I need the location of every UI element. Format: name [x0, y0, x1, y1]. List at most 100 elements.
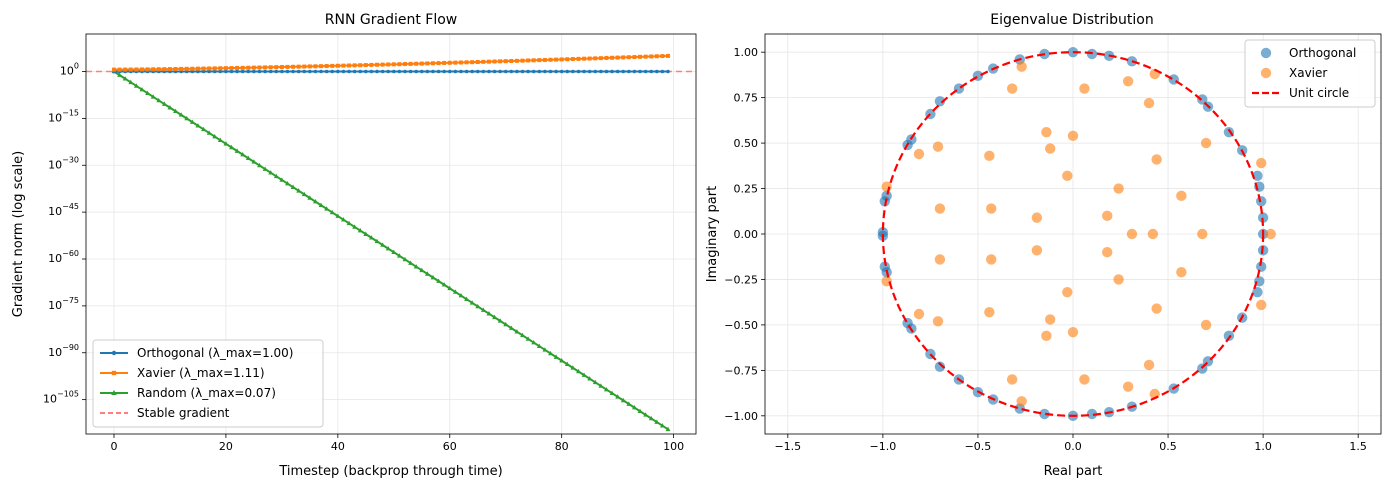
series-point	[402, 62, 407, 67]
series-point	[508, 325, 514, 330]
legend-label: Orthogonal	[1289, 46, 1356, 60]
xavier-point	[1006, 374, 1018, 385]
series-point	[570, 365, 576, 370]
series-point	[548, 57, 553, 62]
series-point	[380, 62, 385, 67]
series-point	[273, 173, 279, 179]
series-point	[357, 227, 363, 233]
series-point	[632, 405, 637, 410]
series-point	[369, 235, 374, 240]
series-point	[336, 69, 340, 74]
series-point	[548, 69, 553, 74]
legend-label: Xavier	[1289, 66, 1327, 80]
series-point	[515, 69, 519, 74]
series-point	[436, 69, 441, 74]
series-point	[486, 311, 492, 316]
series-point	[123, 67, 128, 72]
series-point	[358, 69, 363, 74]
series-point	[604, 386, 609, 392]
series-point	[543, 69, 547, 74]
series-point	[447, 60, 452, 65]
series-point	[301, 191, 307, 197]
xavier-point	[1044, 143, 1056, 154]
series-point	[498, 59, 503, 64]
series-point	[385, 245, 391, 251]
series-point	[245, 155, 251, 161]
series-point	[150, 94, 156, 99]
y-tick-label: 10−45	[48, 202, 79, 219]
series-point	[587, 56, 592, 61]
series-point	[189, 119, 195, 124]
chart-left-legend: Orthogonal (λ_max=1.00) Xavier (λ_max=1.1…	[92, 339, 324, 428]
series-point	[167, 105, 173, 110]
xavier-point	[984, 150, 995, 162]
series-point	[559, 57, 564, 62]
series-point	[431, 69, 435, 74]
xavier-point	[1256, 157, 1267, 169]
xavier-point	[1102, 210, 1113, 222]
xavier-point	[984, 306, 995, 318]
series-point	[246, 69, 251, 74]
xavier-point	[1126, 228, 1138, 240]
series-point	[397, 62, 402, 67]
series-point	[565, 69, 570, 74]
xavier-point	[1143, 97, 1155, 109]
series-point	[167, 67, 172, 72]
series-point	[615, 394, 621, 399]
xavier-point	[1044, 314, 1056, 325]
series-point	[665, 426, 671, 432]
orthogonal-point	[934, 361, 946, 372]
orthogonal-point	[1256, 196, 1267, 207]
xavier-point	[1113, 274, 1124, 285]
series-point	[352, 69, 357, 74]
series-point	[599, 69, 603, 74]
chart-left-x-ticks: 0 20 40 60 80 100	[110, 434, 684, 453]
chart-left-frame	[85, 33, 697, 435]
x-tick-label: 1.5	[1349, 440, 1367, 453]
chart-right-x-ticks: −1.5 −1.0 −0.5 0.0 0.5 1.0 1.5	[774, 434, 1367, 453]
series-point	[397, 69, 402, 74]
series-point	[329, 209, 335, 215]
series-point	[458, 60, 463, 65]
orthogonal-point	[1252, 286, 1263, 298]
xavier-point	[1031, 245, 1043, 256]
xavier-point	[986, 203, 997, 214]
xavier-point	[1006, 83, 1018, 94]
orthogonal-point	[1223, 330, 1235, 342]
series-point	[425, 69, 430, 74]
xavier-point	[1143, 359, 1155, 371]
series-point	[257, 162, 262, 168]
series-point	[470, 69, 474, 74]
series-point	[363, 63, 368, 68]
series-point	[419, 61, 424, 66]
series-point	[666, 53, 671, 58]
xavier-point	[1016, 61, 1027, 72]
chart-right-legend: Orthogonal Xavier Unit circle	[1244, 39, 1376, 108]
series-point	[598, 56, 603, 61]
series-point	[246, 65, 251, 70]
series-point	[581, 372, 587, 377]
series-point	[503, 321, 509, 327]
series-point	[459, 69, 463, 74]
series-point	[380, 242, 386, 247]
series-point	[537, 69, 542, 74]
x-tick-label: 0.5	[1159, 440, 1177, 453]
series-point	[469, 300, 475, 305]
series-point	[319, 69, 323, 74]
chart-left-y-label: Gradient norm (log scale)	[11, 151, 26, 317]
series-point	[396, 253, 402, 258]
series-point	[464, 69, 469, 74]
xavier-point	[932, 316, 944, 327]
y-tick-label: 10−15	[48, 108, 79, 125]
series-point	[285, 64, 290, 69]
orthogonal-point	[1256, 261, 1267, 272]
series-point	[335, 213, 341, 218]
legend-label: Xavier (λ_max=1.11)	[137, 366, 265, 380]
series-point	[173, 108, 178, 114]
series-point	[480, 307, 486, 312]
series-point	[291, 64, 296, 69]
series-point	[436, 61, 441, 66]
series-point	[201, 66, 206, 71]
series-point	[302, 69, 307, 74]
